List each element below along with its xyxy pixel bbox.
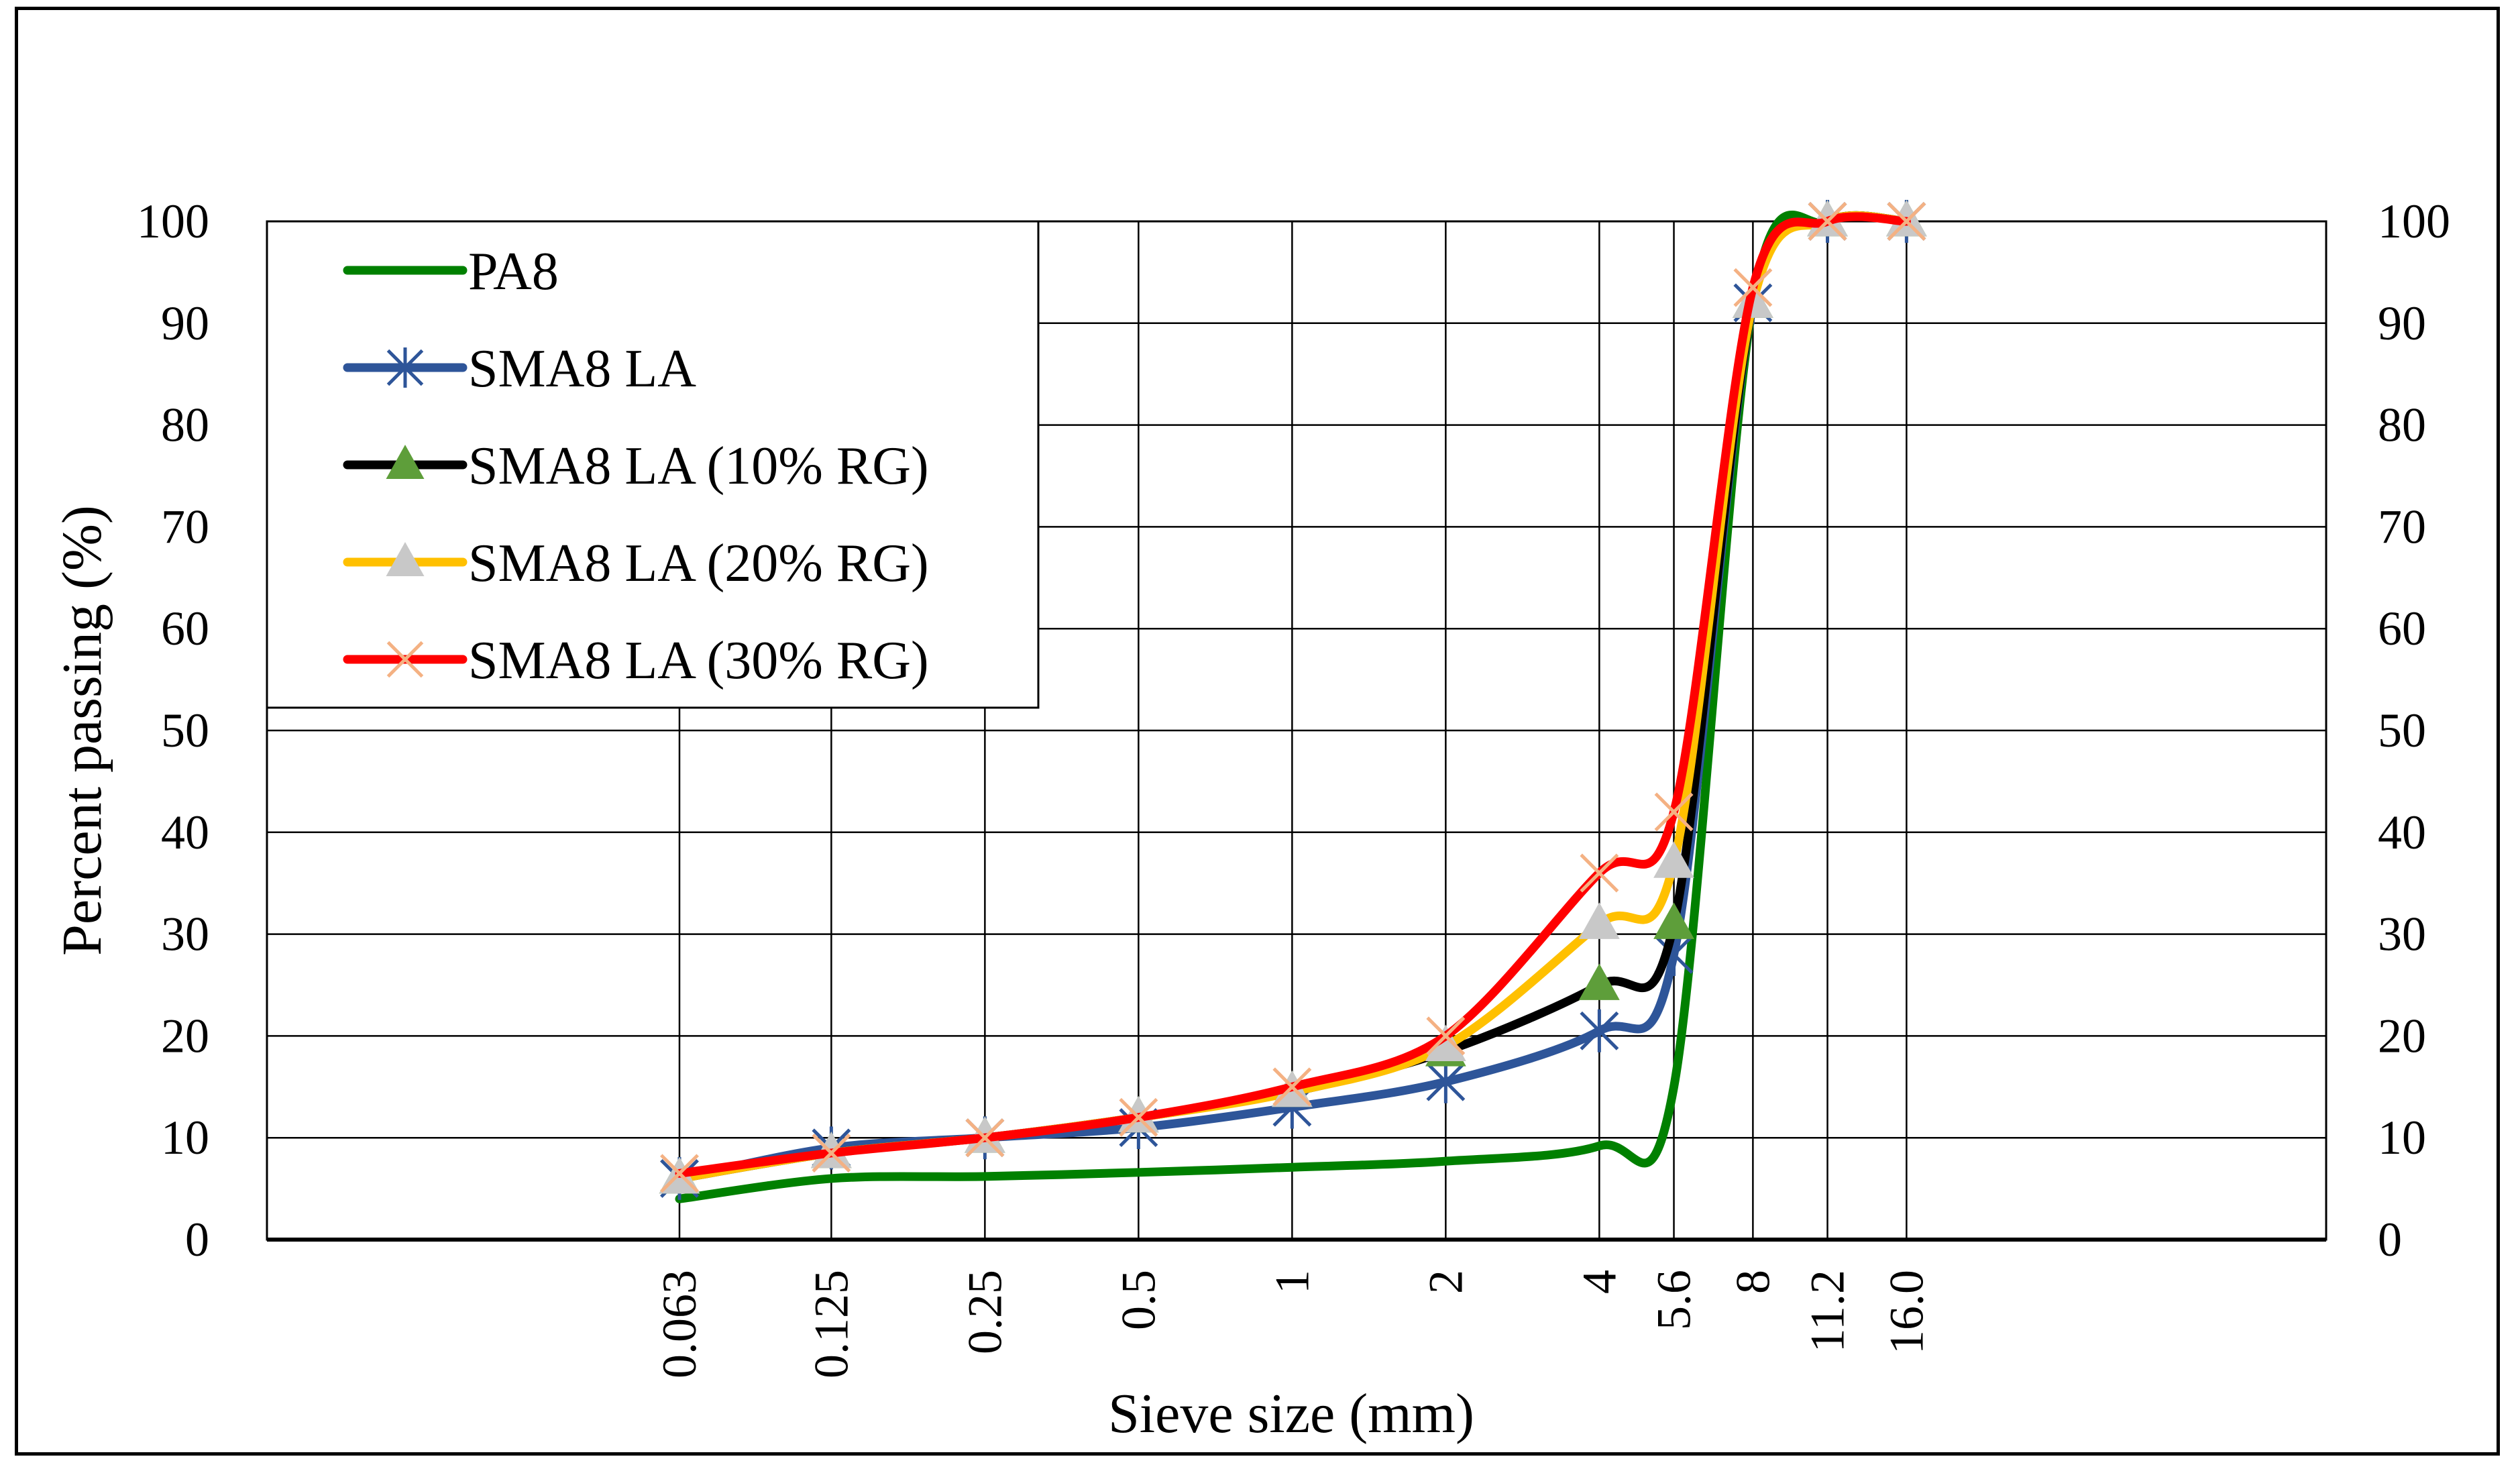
data-point <box>1887 202 1926 241</box>
data-point <box>1578 963 1620 1000</box>
x-tick-label: 0.063 <box>653 1270 706 1378</box>
data-point <box>965 1118 1005 1158</box>
data-point <box>812 1134 851 1173</box>
x-tick-label: 2 <box>1419 1270 1472 1294</box>
legend-label: SMA8 LA (10% RG) <box>468 437 929 496</box>
y-tick-label: 40 <box>161 806 209 859</box>
data-point <box>1426 1060 1466 1103</box>
data-point <box>660 1154 699 1193</box>
y-tick-label: 20 <box>161 1009 209 1063</box>
y-axis-right: 0 10 20 30 40 50 60 70 80 90 100 <box>2378 195 2450 1266</box>
legend-label: SMA8 LA (20% RG) <box>468 534 929 593</box>
y-tick-label-right: 10 <box>2378 1111 2426 1164</box>
x-axis-title: Sieve size (mm) <box>1108 1382 1474 1445</box>
y-axis-left: 0 10 20 30 40 50 60 70 80 90 100 <box>137 195 209 1266</box>
legend-item: SMA8 LA (10% RG) <box>343 437 929 496</box>
data-point <box>1653 841 1694 878</box>
y-tick-label: 50 <box>161 704 209 757</box>
y-tick-label: 80 <box>161 398 209 452</box>
y-tick-label: 90 <box>161 296 209 350</box>
legend-item: PA8 <box>343 242 559 301</box>
data-point <box>1733 268 1773 307</box>
y-tick-label: 70 <box>161 500 209 553</box>
y-tick-label-right: 60 <box>2378 602 2426 655</box>
y-tick-label: 30 <box>161 908 209 961</box>
data-point <box>1580 1009 1619 1052</box>
data-point <box>1578 902 1620 939</box>
series-layer <box>659 200 1927 1203</box>
x-axis: 0.063 0.125 0.25 0.5 1 2 4 5.6 8 11.2 16.0 <box>653 1270 1933 1378</box>
y-tick-label: 10 <box>161 1111 209 1164</box>
y-tick-label-right: 90 <box>2378 296 2426 350</box>
chart-frame <box>15 7 2500 1456</box>
x-tick-label: 4 <box>1572 1270 1626 1294</box>
x-tick-label: 8 <box>1726 1270 1779 1294</box>
data-point <box>1425 1024 1466 1061</box>
legend-marker <box>386 542 425 576</box>
data-point <box>1654 792 1694 832</box>
x-tick-label: 0.125 <box>804 1270 858 1378</box>
y-tick-label-right: 70 <box>2378 500 2426 553</box>
y-tick-label-right: 40 <box>2378 806 2426 859</box>
y-tick-label-right: 20 <box>2378 1009 2426 1063</box>
x-tick-label: 11.2 <box>1801 1270 1855 1352</box>
data-point <box>1426 1016 1466 1056</box>
legend-marker <box>386 641 424 678</box>
y-tick-label-right: 50 <box>2378 704 2426 757</box>
data-point <box>1808 202 1847 241</box>
x-tick-label: 0.5 <box>1111 1270 1165 1330</box>
y-tick-label-right: 80 <box>2378 398 2426 452</box>
series-4 <box>660 202 1926 1193</box>
data-point <box>1580 853 1619 893</box>
y-tick-label-right: 100 <box>2378 195 2450 248</box>
data-point <box>1653 902 1694 939</box>
y-tick-label: 100 <box>137 195 209 248</box>
plot-area <box>266 220 2327 1241</box>
legend-label: SMA8 LA (30% RG) <box>468 631 929 690</box>
y-tick-label-right: 0 <box>2378 1213 2402 1266</box>
legend-marker <box>386 347 424 388</box>
y-tick-label: 60 <box>161 602 209 655</box>
x-tick-label: 5.6 <box>1647 1270 1701 1330</box>
x-tick-label: 1 <box>1265 1270 1319 1294</box>
data-point <box>1272 1067 1312 1107</box>
y-tick-label-right: 30 <box>2378 908 2426 961</box>
legend-label: SMA8 LA <box>468 339 696 398</box>
legend-marker <box>386 445 425 479</box>
data-point <box>1119 1097 1158 1137</box>
legend: PA8 SMA8 LA SMA8 LA (10% RG) SMA8 LA (20% R… <box>266 220 1040 709</box>
x-tick-label: 0.25 <box>958 1270 1011 1354</box>
legend-item: SMA8 LA (20% RG) <box>343 534 929 593</box>
legend-item: SMA8 LA <box>343 339 696 398</box>
y-tick-label: 0 <box>185 1213 209 1266</box>
legend-item: SMA8 LA (30% RG) <box>343 631 929 690</box>
x-tick-label: 16.0 <box>1879 1270 1933 1354</box>
legend-label: PA8 <box>468 242 559 301</box>
y-axis-title: Percent passing (%) <box>51 505 113 956</box>
